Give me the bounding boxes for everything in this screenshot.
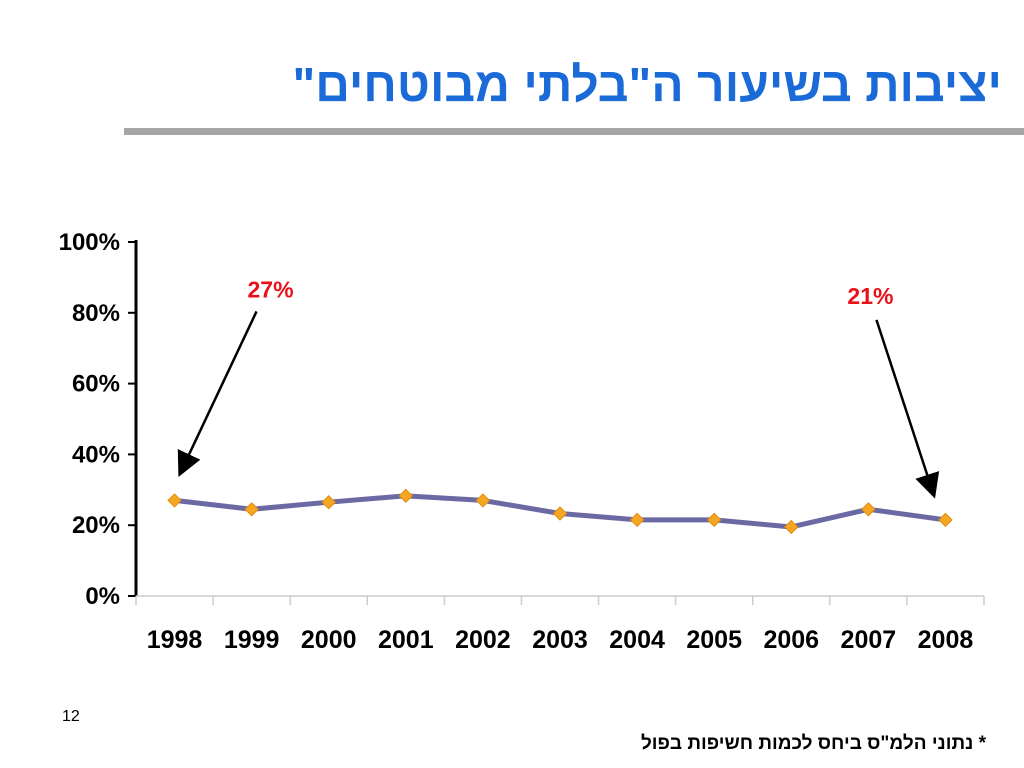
x-tick-label: 2000	[301, 626, 357, 654]
x-tick-label: 2007	[841, 626, 897, 654]
data-point-marker	[938, 512, 953, 528]
y-tick-label: 100%	[59, 229, 120, 256]
data-point-marker	[706, 512, 722, 528]
data-point-marker	[167, 493, 182, 508]
x-tick-label: 1999	[224, 626, 280, 654]
data-point-marker	[321, 494, 336, 510]
data-point-marker	[629, 512, 645, 528]
data-point-marker	[398, 488, 414, 504]
y-axis: 0% 20% 40% 60% 80% 100%	[59, 229, 138, 610]
data-point-marker	[552, 506, 568, 521]
y-tick-label: 60%	[72, 371, 120, 398]
annotation-label: 21%	[847, 283, 893, 309]
annotation-arrow	[177, 310, 258, 477]
series	[167, 488, 953, 535]
x-tick-label: 1998	[147, 626, 203, 654]
x-tick-label: 2001	[378, 626, 434, 654]
footnote: * נתוני הלמ"ס ביחס לכמות חשיפות בפול	[640, 733, 986, 754]
data-point-marker	[784, 519, 799, 535]
x-tick-label: 2003	[532, 626, 588, 654]
data-point-marker	[475, 493, 491, 508]
x-tick-label: 2002	[455, 626, 511, 654]
page-number: 12	[62, 708, 80, 725]
annotation-label: 27%	[248, 276, 294, 302]
x-tick-label: 2008	[918, 626, 974, 654]
title-divider	[124, 128, 1024, 135]
y-tick-label: 0%	[85, 583, 120, 610]
data-point-marker	[244, 502, 259, 517]
y-tick-label: 80%	[72, 300, 120, 327]
data-point-marker	[861, 502, 876, 517]
y-tick-label: 20%	[72, 512, 120, 539]
x-tick-label: 2006	[763, 626, 819, 654]
annotations: 27% 21%	[177, 276, 940, 499]
annotation-arrow	[875, 319, 940, 499]
slide-title: יציבות בשיעור ה"בלתי מבוטחים"	[292, 59, 1002, 112]
x-tick-label: 2004	[609, 626, 665, 654]
x-tick-label: 2005	[686, 626, 742, 654]
x-axis: 1998 1999 2000 2001 2002 2003 2004 2005 2006 2007…	[135, 595, 985, 654]
y-tick-label: 40%	[72, 441, 120, 468]
